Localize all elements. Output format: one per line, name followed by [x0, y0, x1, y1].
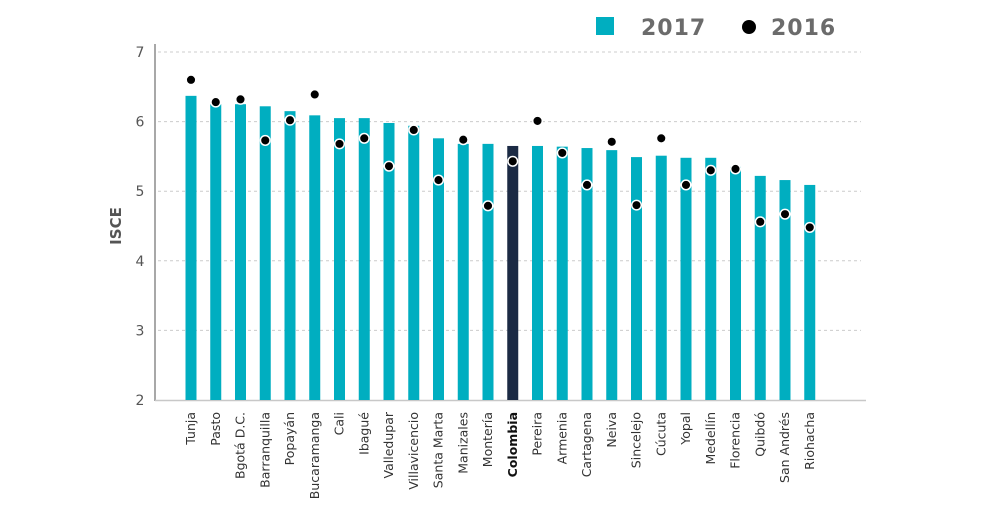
x-tick-label: San Andrés — [777, 412, 792, 483]
dots-2016 — [185, 74, 816, 233]
bar-2017 — [334, 118, 345, 401]
dot-2016 — [779, 208, 791, 220]
x-tick-label: Barranquilla — [257, 412, 272, 488]
bar-2017 — [309, 115, 321, 400]
bar-2017 — [655, 155, 667, 400]
legend-swatch-2017 — [596, 17, 614, 35]
bar-2017 — [779, 180, 791, 400]
x-tick-label: Pasto — [208, 412, 223, 446]
dot-2016 — [185, 74, 197, 86]
x-tick-label: Cúcuta — [653, 412, 668, 456]
bar-2017 — [556, 146, 568, 400]
dot-2016 — [383, 160, 395, 172]
y-axis-title: ISCE — [107, 207, 125, 245]
bar-2017 — [804, 184, 816, 400]
x-tick-label: Valledupar — [381, 411, 396, 478]
dot-2016 — [358, 132, 370, 144]
dot-2016 — [556, 147, 568, 159]
dot-2016 — [507, 155, 519, 167]
bar-2017 — [507, 145, 519, 400]
bar-2017 — [383, 122, 395, 400]
bar-2017 — [606, 150, 618, 400]
x-tick-label: Pereira — [530, 412, 545, 456]
y-tick-label: 4 — [136, 254, 145, 270]
x-tick-label: Bgotá D.C. — [233, 412, 248, 479]
x-tick-label: Florencia — [728, 412, 743, 469]
dot-2016 — [432, 174, 445, 186]
x-tick-label: Tunja — [183, 412, 198, 446]
x-tick-label: Ibagué — [356, 412, 371, 455]
legend-marker-2016 — [742, 20, 756, 34]
y-tick-label: 2 — [136, 393, 145, 409]
dot-2016 — [210, 96, 222, 108]
dot-2016 — [482, 200, 494, 212]
bar-2017 — [482, 143, 494, 400]
bar-2017 — [631, 157, 642, 400]
x-tick-label: Armenia — [554, 412, 569, 464]
x-tick-label: Quibdó — [752, 412, 767, 457]
x-tick-label: Cartagena — [579, 412, 594, 477]
bar-2017 — [185, 95, 197, 401]
x-tick-label: Riohacha — [802, 412, 817, 470]
dot-2016 — [606, 136, 618, 148]
bars-2017 — [185, 95, 816, 401]
dot-2016 — [630, 199, 643, 211]
legend: 2017 2016 — [596, 16, 836, 41]
dot-2016 — [457, 134, 469, 146]
legend-label-2016: 2016 — [771, 16, 836, 41]
bar-2017 — [259, 106, 271, 401]
dot-2016 — [234, 93, 247, 105]
x-tick-label: Yopal — [678, 412, 693, 446]
dot-2016 — [531, 115, 544, 127]
dot-2016 — [309, 88, 321, 101]
y-tick-label: 5 — [136, 184, 145, 200]
dot-2016 — [284, 114, 296, 126]
x-tick-label: Popayán — [282, 412, 297, 465]
x-tick-label: Villavicencio — [406, 412, 421, 490]
bar-2017 — [705, 157, 717, 400]
bar-2017 — [284, 111, 296, 400]
dot-2016 — [729, 163, 742, 175]
bar-2017 — [408, 125, 420, 400]
bar-2017 — [730, 166, 741, 400]
x-tick-label: Montería — [480, 412, 495, 467]
dot-2016 — [333, 138, 346, 150]
x-tick-label: Medellín — [703, 412, 718, 464]
bar-2017 — [210, 104, 222, 400]
bar-2017 — [358, 118, 370, 401]
bar-2017 — [754, 175, 766, 400]
legend-label-2017: 2017 — [641, 16, 706, 41]
dot-2016 — [259, 134, 271, 146]
bar-2017 — [457, 143, 469, 400]
dot-2016 — [581, 179, 593, 191]
dot-2016 — [705, 164, 717, 176]
y-tick-label: 3 — [136, 323, 145, 339]
dot-2016 — [408, 124, 420, 136]
y-tick-label: 7 — [136, 45, 145, 61]
dot-2016 — [754, 216, 766, 228]
x-tick-label: Sincelejo — [629, 412, 644, 468]
bar-2017 — [532, 145, 543, 400]
dot-2016 — [804, 221, 816, 233]
dot-2016 — [680, 179, 692, 191]
x-tick-label: Manizales — [455, 412, 470, 474]
x-tick-label: Neiva — [604, 412, 619, 448]
dot-2016 — [655, 132, 667, 144]
x-tick-label: Colombia — [505, 412, 520, 477]
x-tick-label: Cali — [332, 412, 347, 435]
y-tick-label: 6 — [136, 115, 145, 131]
x-axis-labels: Tunja Pasto Bgotá D.C. Barranquilla Popayán B… — [183, 411, 817, 499]
y-axis-ticks: 2 3 4 5 6 7 — [136, 45, 145, 409]
x-tick-label: Santa Marta — [431, 412, 446, 488]
x-tick-label: Bucaramanga — [307, 412, 322, 499]
bar-2017 — [581, 148, 593, 400]
bar-2017 — [680, 157, 692, 400]
bar-2017 — [433, 138, 444, 400]
bar-2017 — [235, 104, 246, 400]
